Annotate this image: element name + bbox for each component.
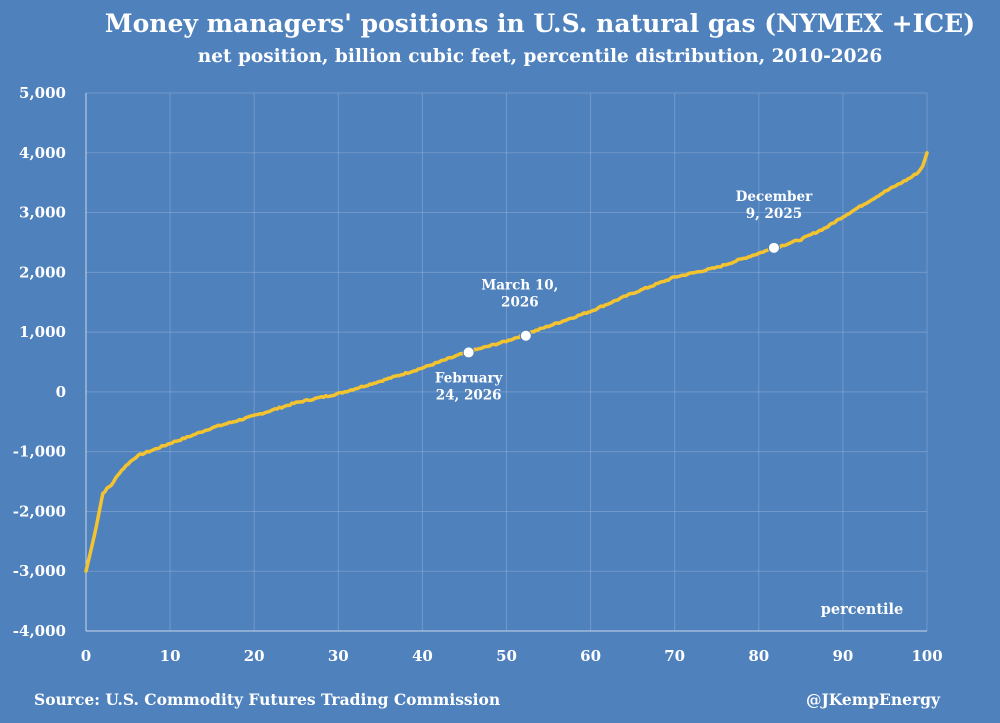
annotation-label: March 10, <box>481 278 558 294</box>
chart-title: Money managers' positions in U.S. natura… <box>105 9 975 38</box>
grid-lines <box>86 92 928 631</box>
series-line <box>84 151 929 573</box>
series-layer <box>84 151 929 573</box>
annotation-label: 9, 2025 <box>746 206 802 222</box>
x-tick-label: 40 <box>412 647 433 665</box>
x-tick-label: 50 <box>496 647 517 665</box>
x-tick-label: 0 <box>81 647 91 665</box>
annotation-marker <box>519 329 532 342</box>
x-axis-tick-labels: 0 10 20 30 40 50 60 70 80 90 100 <box>81 647 943 665</box>
annotation-marker <box>462 346 475 359</box>
y-tick-label: -4,000 <box>13 622 66 640</box>
source-note: Source: U.S. Commodity Futures Trading C… <box>34 690 500 709</box>
x-tick-label: 30 <box>328 647 349 665</box>
y-tick-label: -2,000 <box>13 502 66 520</box>
y-tick-label: 0 <box>56 383 66 401</box>
y-tick-label: -1,000 <box>13 443 66 461</box>
x-tick-label: 20 <box>244 647 265 665</box>
y-tick-label: 5,000 <box>19 84 66 102</box>
annotation-label: 24, 2026 <box>436 387 502 403</box>
y-axis-tick-labels: -4,000 -3,000 -2,000 -1,000 0 1,000 2,000 3,000… <box>13 84 66 640</box>
x-tick-label: 80 <box>748 647 769 665</box>
x-tick-label: 70 <box>664 647 685 665</box>
author-credit: @JKempEnergy <box>806 690 941 709</box>
x-tick-label: 100 <box>911 647 942 665</box>
x-axis-label: percentile <box>821 601 904 618</box>
y-tick-label: 4,000 <box>19 144 66 162</box>
x-tick-label: 60 <box>580 647 601 665</box>
axes <box>85 93 927 632</box>
annotation-marker <box>767 241 780 254</box>
x-tick-label: 90 <box>832 647 853 665</box>
y-tick-label: 1,000 <box>19 323 66 341</box>
annotation-label: February <box>435 370 504 386</box>
y-tick-label: 3,000 <box>19 204 66 222</box>
chart-subtitle: net position, billion cubic feet, percen… <box>198 46 883 67</box>
y-tick-label: -3,000 <box>13 562 66 580</box>
annotation-label: December <box>736 189 813 205</box>
annotation-label: 2026 <box>501 295 539 311</box>
x-tick-label: 10 <box>160 647 181 665</box>
y-tick-label: 2,000 <box>19 263 66 281</box>
